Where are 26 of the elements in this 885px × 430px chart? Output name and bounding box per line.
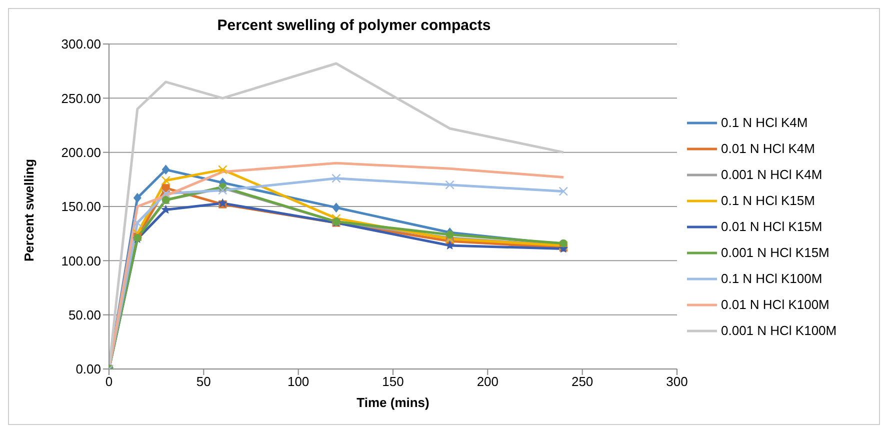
legend-label: 0.01 N HCl K4M: [721, 140, 815, 158]
legend-label: 0.1 N HCl K15M: [721, 192, 815, 210]
y-axis-title: Percent swelling: [22, 158, 37, 262]
legend-label: 0.1 N HCl K4M: [721, 114, 808, 132]
y-tick-label: 150.00: [61, 199, 101, 214]
chart-title: Percent swelling of polymer compacts: [216, 17, 492, 34]
y-tick-label: 300.00: [61, 36, 101, 52]
x-tick-label: 50: [196, 374, 211, 390]
legend-label: 0.01 N HCl K100M: [721, 296, 830, 314]
x-tick-label: 300: [666, 374, 688, 390]
legend-label: 0.001 N HCl K100M: [721, 322, 837, 340]
x-tick-label: 100: [287, 374, 310, 390]
y-tick-label: 100.00: [61, 253, 101, 268]
y-tick-label: 200.00: [61, 144, 101, 160]
y-tick-label: 50.00: [68, 307, 101, 322]
legend-label: 0.1 N HCl K100M: [721, 270, 822, 288]
y-tick-label: 250.00: [61, 90, 101, 106]
legend-label: 0.01 N HCl K15M: [721, 218, 822, 236]
legend-label: 0.001 N HCl K15M: [721, 244, 830, 262]
x-tick-label: 250: [571, 374, 594, 390]
x-tick-label: 150: [382, 374, 404, 390]
x-tick-label: 200: [476, 374, 499, 390]
legend-label: 0.001 N HCl K4M: [721, 166, 822, 184]
x-tick-label: 0: [105, 374, 113, 390]
x-axis-title: Time (mins): [356, 395, 430, 410]
y-tick-label: 0.00: [76, 362, 101, 377]
